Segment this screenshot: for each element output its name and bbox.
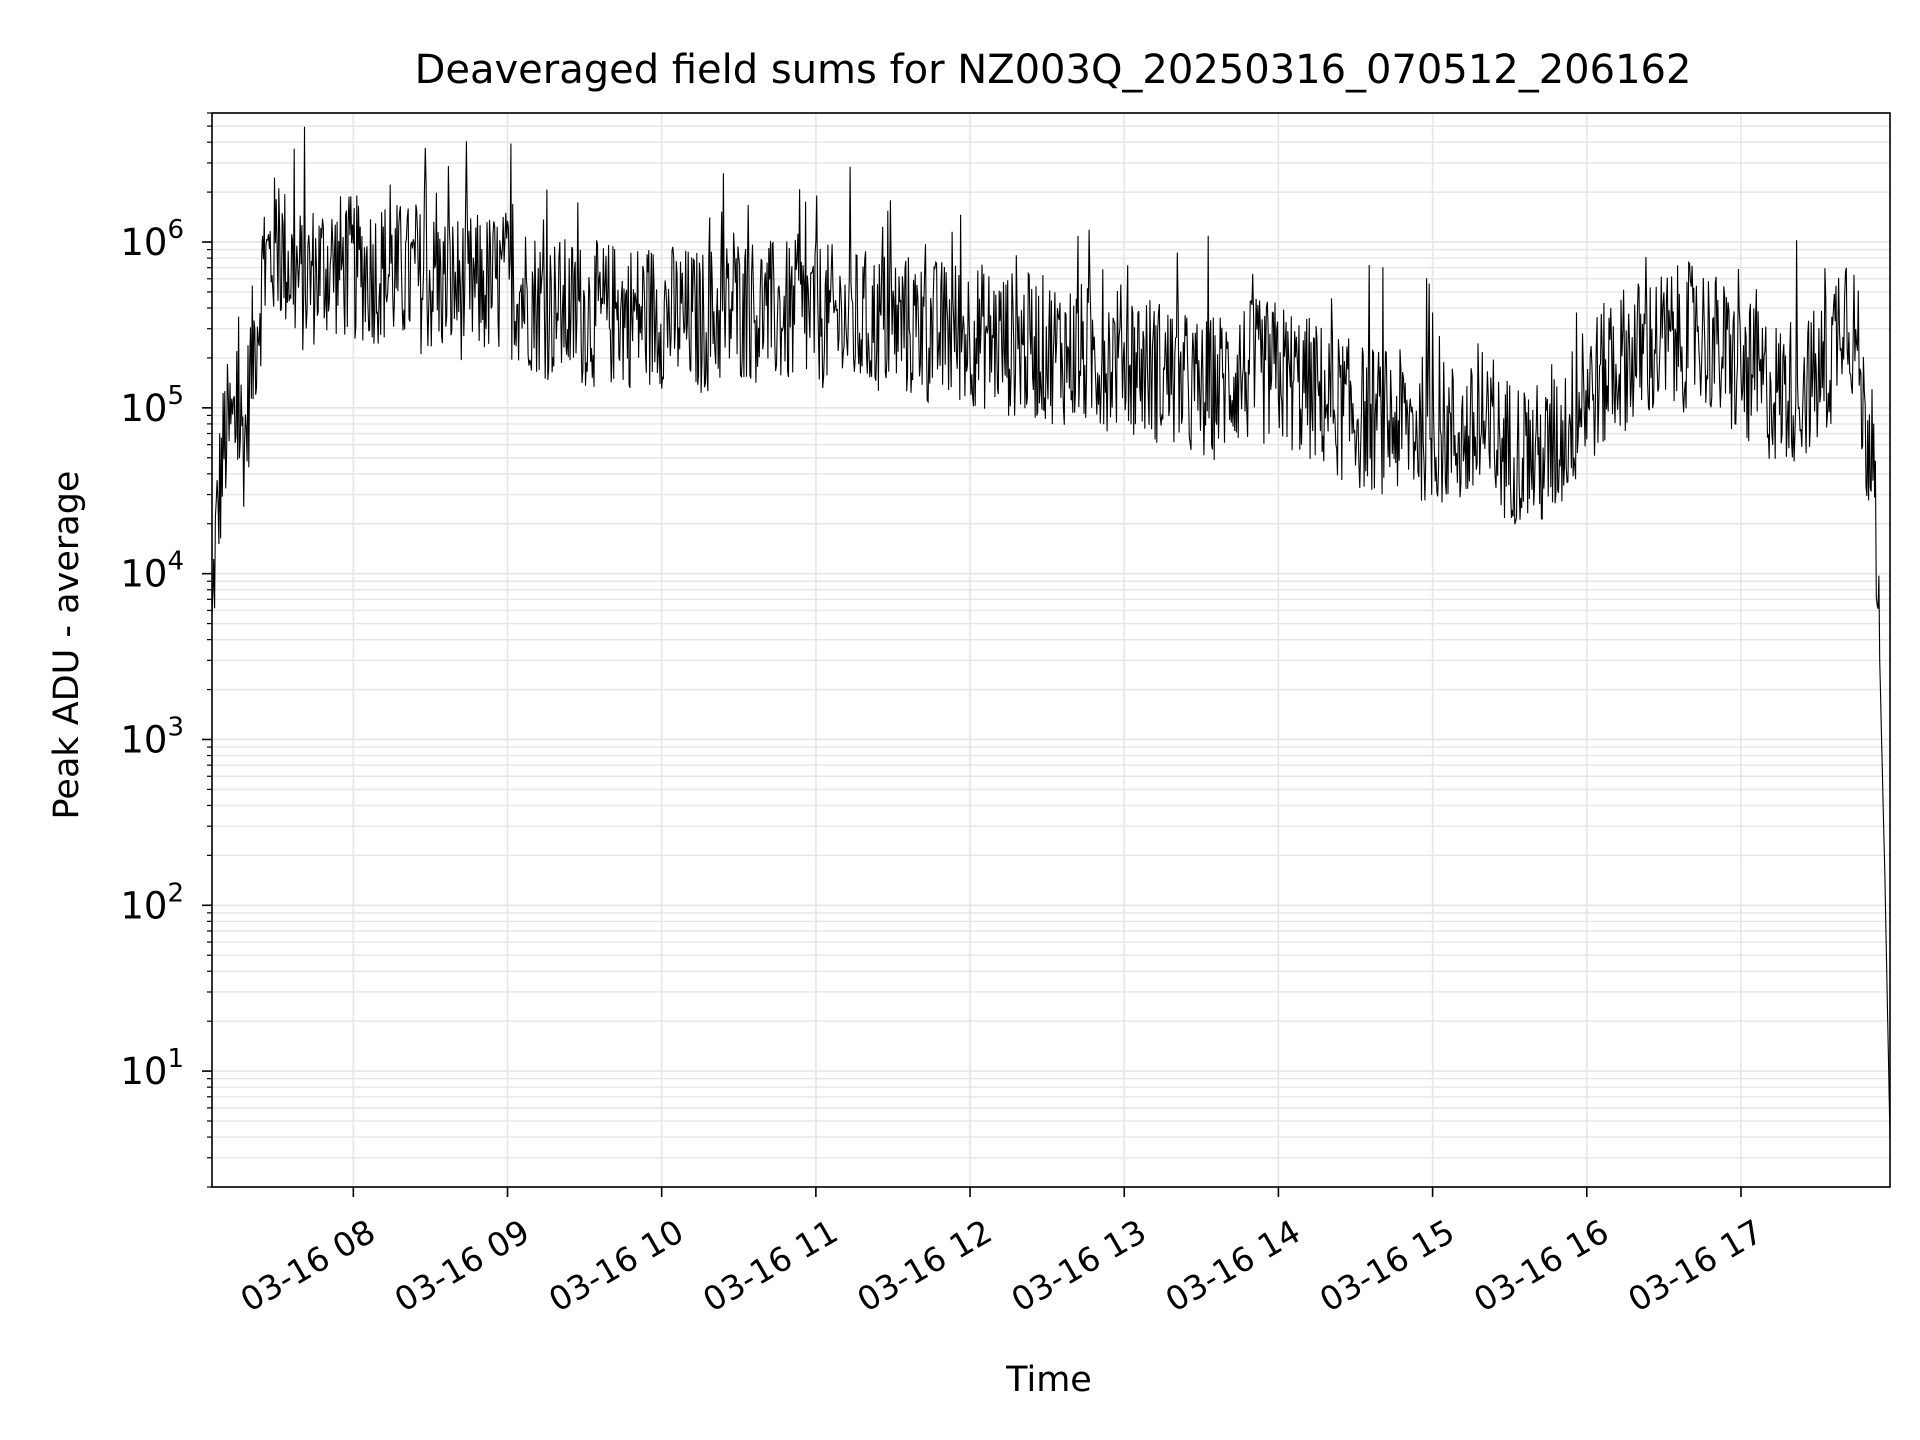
y-tick-labels: 101 102 103 104 105 106 — [120, 215, 184, 1093]
plot-frame — [211, 112, 1891, 1188]
y-tick-label: 103 — [120, 712, 184, 761]
y-tick-label: 102 — [120, 878, 184, 927]
y-tick-label: 105 — [120, 381, 184, 430]
y-axis-label: Peak ADU - average — [47, 471, 87, 820]
ticks — [202, 112, 1742, 1197]
x-axis-label: Time — [1005, 1360, 1092, 1400]
y-tick-label: 104 — [120, 547, 184, 596]
y-tick-label: 106 — [120, 215, 184, 264]
series-line — [211, 126, 1891, 1138]
data-layer — [211, 126, 1891, 1138]
y-tick-label: 101 — [120, 1044, 184, 1093]
chart-title: Deaveraged field sums for NZ003Q_2025031… — [415, 47, 1692, 93]
